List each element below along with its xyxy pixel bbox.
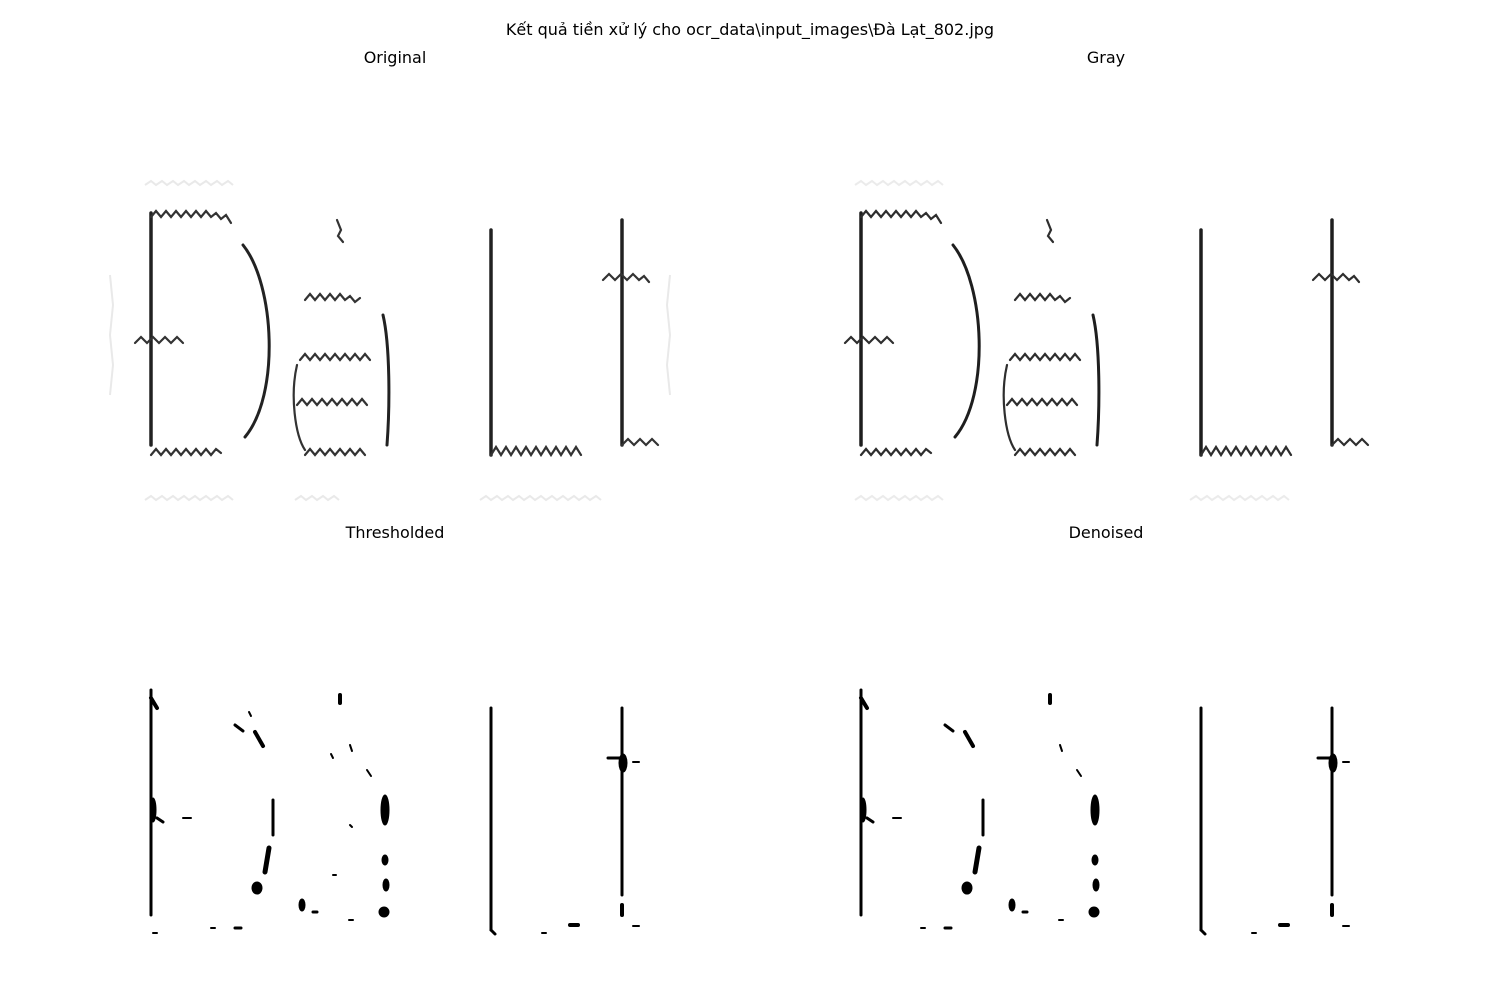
- word-glyphs: [133, 209, 660, 458]
- word-glyphs-gray: [843, 209, 1370, 458]
- panel-title-original: Original: [363, 48, 427, 67]
- panel-title-gray: Gray: [1086, 48, 1126, 67]
- binary-strokes: [149, 688, 640, 936]
- binary-strokes-denoised: [859, 688, 1350, 936]
- panel-image-thresholded: [105, 650, 675, 990]
- figure-title: Kết quả tiền xử lý cho ocr_data\input_im…: [505, 20, 995, 39]
- panel-title-thresholded: Thresholded: [345, 523, 445, 542]
- panel-image-original: [105, 175, 675, 515]
- panel-title-denoised: Denoised: [1068, 523, 1144, 542]
- panel-image-denoised: [815, 650, 1385, 990]
- panel-image-gray: [815, 175, 1385, 515]
